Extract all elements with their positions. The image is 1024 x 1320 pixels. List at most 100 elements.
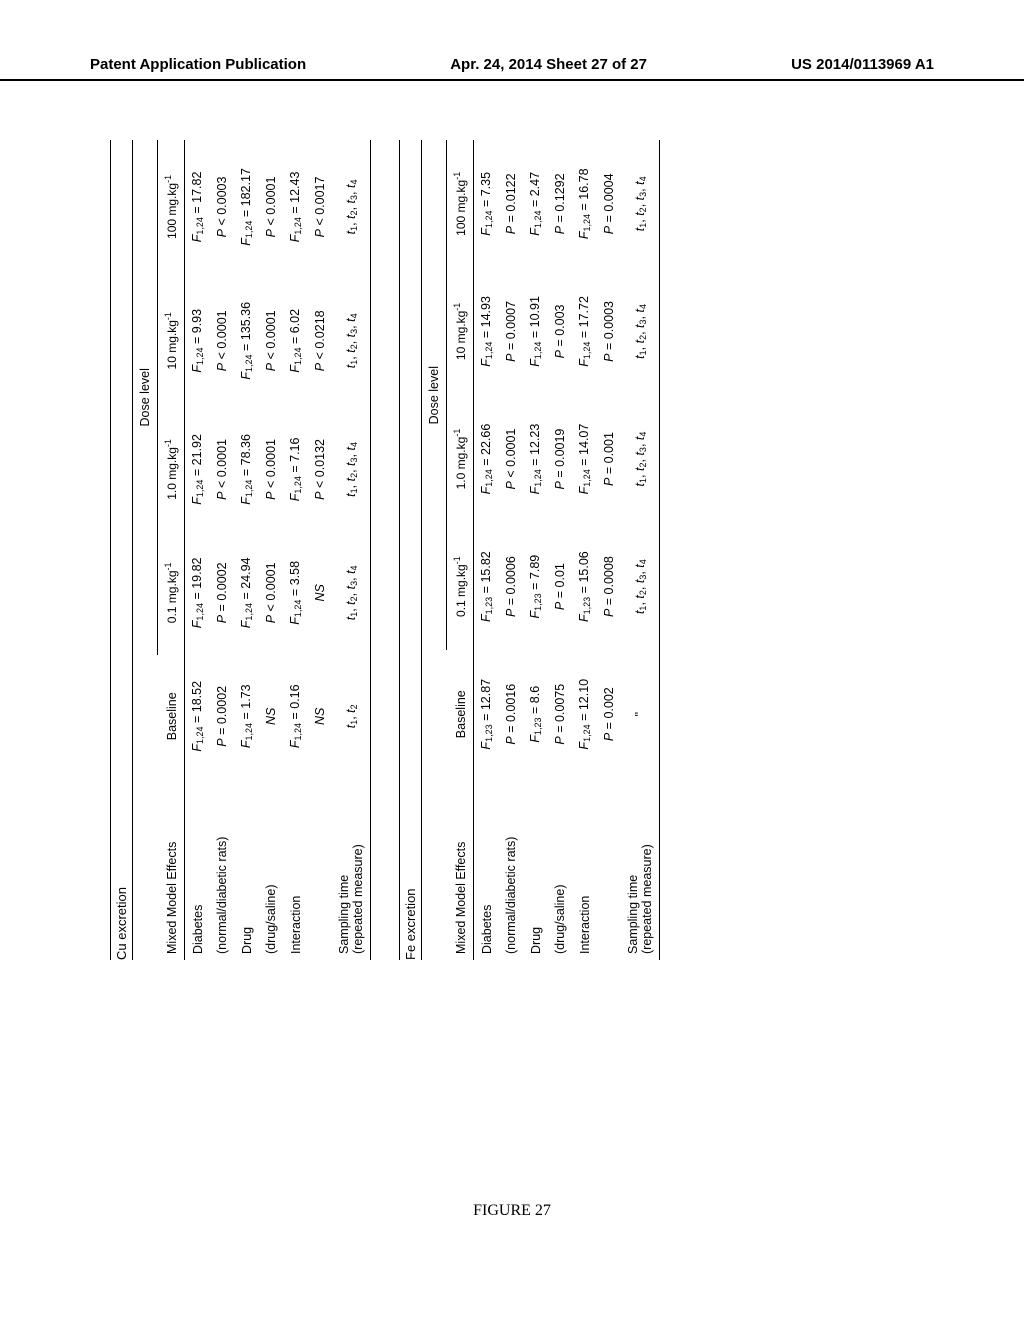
- stat-cell: F1,24 = 22.66: [474, 395, 500, 523]
- stat-cell: t1, t2, t3, t4: [621, 523, 660, 651]
- stat-cell: F1,24 = 12.43: [283, 140, 308, 274]
- row-sublabel: (drug/saline): [259, 778, 283, 960]
- stats-table: Mixed Model EffectsBaselineDose level0.1…: [422, 140, 660, 960]
- stat-cell: P < 0.0017: [308, 140, 332, 274]
- stat-cell: F1,23 = 15.06: [572, 523, 597, 651]
- stats-table: Mixed Model EffectsBaselineDose level0.1…: [133, 140, 371, 960]
- stat-cell: P = 0.001: [597, 395, 621, 523]
- stat-cell: F1,24 = 24.94: [234, 531, 259, 654]
- stat-cell: P < 0.0218: [308, 274, 332, 408]
- dose-col: 1.0 mg.kg-1: [447, 395, 474, 523]
- header-left: Patent Application Publication: [90, 56, 306, 73]
- row-sublabel: [308, 778, 332, 960]
- stat-cell: F1,24 = 0.16: [283, 655, 308, 778]
- stat-cell: P = 0.01: [548, 523, 572, 651]
- col-baseline: Baseline: [422, 650, 474, 778]
- row-label: Sampling time(repeated measure): [621, 778, 660, 960]
- stat-cell: P = 0.002: [597, 650, 621, 778]
- page-header: Patent Application Publication Apr. 24, …: [0, 56, 1024, 81]
- stat-cell: F1,24 = 2.47: [523, 140, 548, 268]
- stat-cell: F1,24 = 3.58: [283, 531, 308, 654]
- header-center: Apr. 24, 2014 Sheet 27 of 27: [450, 56, 647, 73]
- stat-cell: P = 0.0006: [499, 523, 523, 651]
- stat-cell: P < 0.0003: [210, 140, 234, 274]
- stat-cell: t1, t2, t3, t4: [621, 140, 660, 268]
- stat-cell: F1,24 = 1.73: [234, 655, 259, 778]
- stat-cell: P < 0.0001: [259, 140, 283, 274]
- row-sublabel: (normal/diabetic rats): [499, 778, 523, 960]
- stat-cell: F1,24 = 12.10: [572, 650, 597, 778]
- row-label: Sampling time(repeated measure): [332, 778, 371, 960]
- dose-col: 0.1 mg.kg-1: [158, 531, 185, 654]
- stat-cell: P < 0.0001: [499, 395, 523, 523]
- row-label: Drug: [234, 778, 259, 960]
- mixed-model-header: Mixed Model Effects: [422, 778, 474, 960]
- row-sublabel: (normal/diabetic rats): [210, 778, 234, 960]
- stat-cell: P = 0.1292: [548, 140, 572, 268]
- stat-cell: F1,24 = 10.91: [523, 268, 548, 396]
- stat-cell: t1, t2, t3, t4: [332, 274, 371, 408]
- row-label: Drug: [523, 778, 548, 960]
- stat-cell: F1,24 = 19.82: [185, 531, 211, 654]
- stat-cell: P = 0.0122: [499, 140, 523, 268]
- stat-cell: P < 0.0001: [210, 274, 234, 408]
- stat-cell: P = 0.0008: [597, 523, 621, 651]
- row-label: Interaction: [283, 778, 308, 960]
- stat-cell: F1,24 = 18.52: [185, 655, 211, 778]
- panel-title: Fe excretion: [399, 140, 422, 960]
- stat-cell: P = 0.0019: [548, 395, 572, 523]
- stat-cell: F1,23 = 7.89: [523, 523, 548, 651]
- stat-cell: P < 0.0132: [308, 408, 332, 531]
- stat-cell: F1,23 = 15.82: [474, 523, 500, 651]
- stat-cell: P = 0.0016: [499, 650, 523, 778]
- stat-cell: F1,23 = 12.87: [474, 650, 500, 778]
- dose-col: 10 mg.kg-1: [447, 268, 474, 396]
- stat-cell: P = 0.0075: [548, 650, 572, 778]
- panel-title: Cu excretion: [110, 140, 133, 960]
- stat-cell: t1, t2, t3, t4: [332, 408, 371, 531]
- stat-cell: t1, t2, t3, t4: [332, 140, 371, 274]
- dose-col: 100 mg.kg-1: [158, 140, 185, 274]
- stat-cell: F1,24 = 7.35: [474, 140, 500, 268]
- dose-col: 0.1 mg.kg-1: [447, 523, 474, 651]
- stat-cell: F1,24 = 135.36: [234, 274, 259, 408]
- stat-cell: P = 0.0003: [597, 268, 621, 396]
- stat-cell: F1,23 = 8.6: [523, 650, 548, 778]
- stat-cell: F1,24 = 21.92: [185, 408, 211, 531]
- row-sublabel: [597, 778, 621, 960]
- stat-cell: P = 0.0002: [210, 655, 234, 778]
- stat-cell: NS: [308, 655, 332, 778]
- stat-cell: P < 0.0001: [259, 408, 283, 531]
- stat-cell: F1,24 = 9.93: [185, 274, 211, 408]
- stat-cell: ": [621, 650, 660, 778]
- row-label: Interaction: [572, 778, 597, 960]
- stat-cell: F1,24 = 182.17: [234, 140, 259, 274]
- stat-cell: F1,24 = 16.78: [572, 140, 597, 268]
- dose-col: 10 mg.kg-1: [158, 274, 185, 408]
- stat-cell: F1,24 = 17.82: [185, 140, 211, 274]
- stat-cell: F1,24 = 14.93: [474, 268, 500, 396]
- stat-cell: t1, t2: [332, 655, 371, 778]
- dose-level-header: Dose level: [133, 140, 158, 655]
- row-label: Diabetes: [474, 778, 500, 960]
- stat-cell: P = 0.0004: [597, 140, 621, 268]
- dose-col: 1.0 mg.kg-1: [158, 408, 185, 531]
- stat-cell: F1,24 = 12.23: [523, 395, 548, 523]
- stat-cell: F1,24 = 17.72: [572, 268, 597, 396]
- dose-level-header: Dose level: [422, 140, 447, 650]
- col-baseline: Baseline: [133, 655, 185, 778]
- figure-body: Cu excretionMixed Model EffectsBaselineD…: [110, 260, 930, 960]
- stat-cell: NS: [259, 655, 283, 778]
- stat-cell: NS: [308, 531, 332, 654]
- stat-cell: F1,24 = 78.36: [234, 408, 259, 531]
- figure-caption: FIGURE 27: [0, 1202, 1024, 1220]
- stat-cell: F1,24 = 6.02: [283, 274, 308, 408]
- stat-cell: t1, t2, t3, t4: [621, 395, 660, 523]
- stat-cell: P < 0.0001: [259, 531, 283, 654]
- stat-cell: P < 0.0001: [259, 274, 283, 408]
- header-right: US 2014/0113969 A1: [791, 56, 934, 73]
- stat-cell: P = 0.003: [548, 268, 572, 396]
- stat-cell: F1,24 = 7.16: [283, 408, 308, 531]
- stat-cell: P < 0.0001: [210, 408, 234, 531]
- dose-col: 100 mg.kg-1: [447, 140, 474, 268]
